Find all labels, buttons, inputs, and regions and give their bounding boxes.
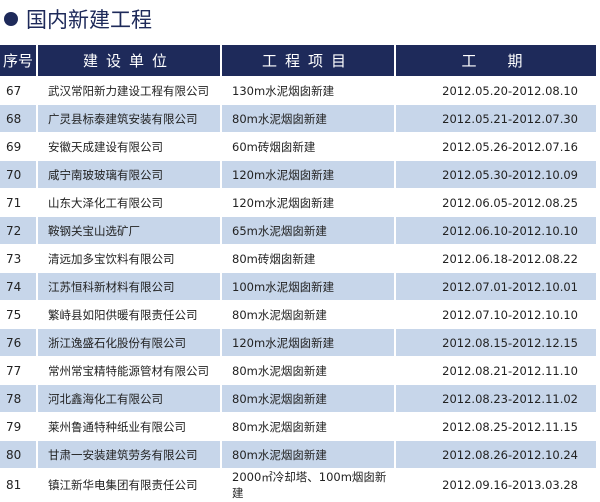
row-company: 广灵县标泰建筑安装有限公司 [38, 105, 220, 132]
row-index: 80 [0, 441, 36, 468]
row-index: 71 [6, 195, 22, 210]
header-company: 建设单位 [38, 45, 220, 76]
row-project: 80m水泥烟囱新建 [222, 441, 394, 468]
row-project: 60m砖烟囱新建 [232, 139, 316, 154]
table-row: 76 浙江逸盛石化股份有限公司 120m水泥烟囱新建 2012.08.15-2012.… [0, 329, 596, 356]
row-project: 100m水泥烟囱新建 [222, 273, 394, 300]
row-company: 江苏恒科新材料有限公司 [38, 273, 220, 300]
row-period: 2012.06.18-2012.08.22 [442, 251, 578, 266]
table-row: 80 甘肃一安装建筑劳务有限公司 80m水泥烟囱新建 2012.08.26-2012.… [0, 441, 596, 468]
row-index: 76 [0, 329, 36, 356]
row-period: 2012.06.10-2012.10.10 [396, 217, 596, 244]
row-index: 72 [0, 217, 36, 244]
row-index: 68 [0, 105, 36, 132]
row-company: 咸宁南玻玻璃有限公司 [38, 161, 220, 188]
row-project: 80m水泥烟囱新建 [232, 307, 327, 322]
row-project: 120m水泥烟囱新建 [222, 161, 394, 188]
row-company: 繁峙县如阳供暖有限责任公司 [48, 307, 198, 322]
header-period: 工 期 [396, 45, 596, 76]
row-period: 2012.06.05-2012.08.25 [442, 195, 578, 210]
bullet-icon [4, 12, 18, 26]
row-project: 120m水泥烟囱新建 [232, 195, 335, 210]
table-row: 81 镇江新华电集团有限责任公司 2000㎡冷却塔、100m烟囱新建 2012.09.… [0, 469, 596, 501]
row-company: 山东大泽化工有限公司 [48, 195, 163, 210]
projects-table: 序号 建设单位 工程项目 工 期 67 武汉常阳新力建设工程有限公司 130m水泥烟… [0, 44, 598, 502]
row-company: 武汉常阳新力建设工程有限公司 [48, 83, 209, 98]
table-row: 79 莱州鲁通特种纸业有限公司 80m水泥烟囱新建 2012.08.25-2012.1… [0, 413, 596, 440]
row-company: 安徽天成建设有限公司 [48, 139, 163, 154]
row-index: 79 [6, 419, 22, 434]
row-index: 75 [6, 307, 22, 322]
row-project: 120m水泥烟囱新建 [222, 329, 394, 356]
row-project: 130m水泥烟囱新建 [232, 83, 335, 98]
row-period: 2012.05.20-2012.08.10 [442, 83, 578, 98]
table-row: 74 江苏恒科新材料有限公司 100m水泥烟囱新建 2012.07.01-2012.1… [0, 273, 596, 300]
row-index: 67 [6, 83, 22, 98]
row-period: 2012.08.15-2012.12.15 [396, 329, 596, 356]
header-index: 序号 [0, 45, 36, 76]
row-period: 2012.07.01-2012.10.01 [396, 273, 596, 300]
row-company: 清远加多宝饮料有限公司 [48, 251, 175, 266]
row-index: 77 [6, 363, 22, 378]
row-project: 80m水泥烟囱新建 [232, 419, 327, 434]
row-period: 2012.05.26-2012.07.16 [442, 139, 578, 154]
row-company: 常州常宝精特能源管材有限公司 [48, 363, 209, 378]
row-company: 甘肃一安装建筑劳务有限公司 [38, 441, 220, 468]
row-company: 莱州鲁通特种纸业有限公司 [48, 419, 186, 434]
row-company: 河北鑫海化工有限公司 [38, 385, 220, 412]
row-period: 2012.05.30-2012.10.09 [396, 161, 596, 188]
row-project: 80m水泥烟囱新建 [232, 363, 327, 378]
row-period: 2012.08.25-2012.11.15 [442, 419, 578, 434]
row-period: 2012.07.10-2012.10.10 [442, 307, 578, 322]
table-row: 68 广灵县标泰建筑安装有限公司 80m水泥烟囱新建 2012.05.21-2012.… [0, 105, 596, 132]
table-row: 77 常州常宝精特能源管材有限公司 80m水泥烟囱新建 2012.08.21-2012… [0, 357, 596, 384]
row-project: 80m水泥烟囱新建 [222, 105, 394, 132]
row-period: 2012.08.23-2012.11.02 [396, 385, 596, 412]
row-period: 2012.09.16-2013.03.28 [442, 478, 578, 492]
table-row: 71 山东大泽化工有限公司 120m水泥烟囱新建 2012.06.05-2012.08… [0, 189, 596, 216]
table-header: 序号 建设单位 工程项目 工 期 [0, 45, 596, 76]
header-project: 工程项目 [222, 45, 394, 76]
row-index: 73 [6, 251, 22, 266]
table-row: 73 清远加多宝饮料有限公司 80m砖烟囱新建 2012.06.18-2012.08.… [0, 245, 596, 272]
table-row: 67 武汉常阳新力建设工程有限公司 130m水泥烟囱新建 2012.05.20-201… [0, 77, 596, 104]
page-title: 国内新建工程 [4, 4, 152, 34]
table-row: 69 安徽天成建设有限公司 60m砖烟囱新建 2012.05.26-2012.07.1… [0, 133, 596, 160]
row-index: 69 [6, 139, 22, 154]
row-period: 2012.08.21-2012.11.10 [442, 363, 578, 378]
row-project: 65m水泥烟囱新建 [222, 217, 394, 244]
row-project: 80m砖烟囱新建 [232, 251, 316, 266]
row-project: 2000㎡冷却塔、100m烟囱新建 [232, 470, 387, 500]
row-index: 74 [0, 273, 36, 300]
row-company: 镇江新华电集团有限责任公司 [48, 478, 198, 492]
table-row: 72 鞍钢关宝山选矿厂 65m水泥烟囱新建 2012.06.10-2012.10.10 [0, 217, 596, 244]
row-company: 浙江逸盛石化股份有限公司 [38, 329, 220, 356]
row-project: 80m水泥烟囱新建 [222, 385, 394, 412]
table-row: 78 河北鑫海化工有限公司 80m水泥烟囱新建 2012.08.23-2012.11.… [0, 385, 596, 412]
row-index: 81 [6, 478, 22, 492]
row-period: 2012.08.26-2012.10.24 [396, 441, 596, 468]
row-company: 鞍钢关宝山选矿厂 [38, 217, 220, 244]
title-text: 国内新建工程 [26, 8, 152, 32]
row-index: 70 [0, 161, 36, 188]
row-index: 78 [0, 385, 36, 412]
row-period: 2012.05.21-2012.07.30 [396, 105, 596, 132]
table-row: 75 繁峙县如阳供暖有限责任公司 80m水泥烟囱新建 2012.07.10-2012.… [0, 301, 596, 328]
table-row: 70 咸宁南玻玻璃有限公司 120m水泥烟囱新建 2012.05.30-2012.10… [0, 161, 596, 188]
